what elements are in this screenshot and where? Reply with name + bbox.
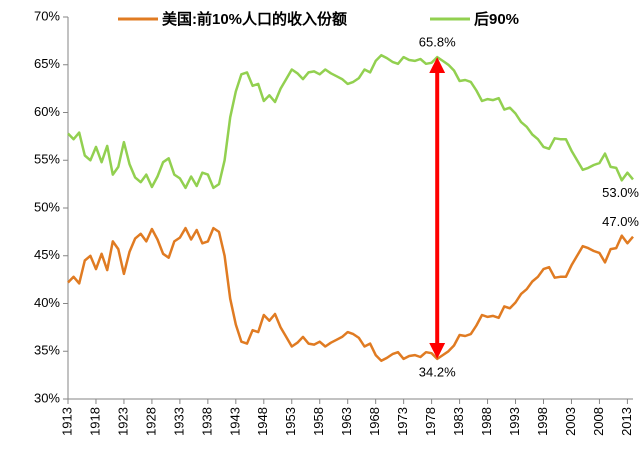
series-line <box>67 53 634 190</box>
annotation: 65.8% <box>419 35 456 50</box>
x-tick-label: 1968 <box>367 407 382 436</box>
x-tick-label: 1938 <box>199 407 214 436</box>
x-tick-label: 1958 <box>311 407 326 436</box>
y-tick-label: 65% <box>34 56 60 71</box>
x-tick-label: 1963 <box>339 407 354 436</box>
x-tick-label: 2013 <box>619 407 634 436</box>
x-tick-label: 1973 <box>395 407 410 436</box>
x-tick-label: 2003 <box>563 407 578 436</box>
y-tick-label: 40% <box>34 295 60 310</box>
x-tick-label: 1948 <box>255 407 270 436</box>
x-tick-label: 1978 <box>423 407 438 436</box>
annotation: 47.0% <box>602 214 639 229</box>
legend-label: 美国:前10%人口的收入份额 <box>162 10 347 28</box>
x-tick-label: 2008 <box>591 407 606 436</box>
y-tick-label: 50% <box>34 199 60 214</box>
x-tick-label: 1988 <box>479 407 494 436</box>
legend-label: 后90% <box>474 11 519 28</box>
x-tick-label: 1928 <box>143 407 158 436</box>
x-tick-label: 1923 <box>115 407 130 436</box>
y-tick-label: 70% <box>34 8 60 23</box>
y-tick-label: 55% <box>34 152 60 167</box>
y-tick-label: 45% <box>34 247 60 262</box>
annotation: 34.2% <box>419 364 456 379</box>
y-tick-label: 30% <box>34 390 60 405</box>
x-tick-label: 1918 <box>87 407 102 436</box>
y-tick-label: 60% <box>34 104 60 119</box>
x-tick-label: 1998 <box>535 407 550 436</box>
x-tick-label: 1913 <box>59 407 74 436</box>
x-tick-label: 1943 <box>227 407 242 436</box>
annotation: 53.0% <box>602 185 639 200</box>
x-tick-label: 1983 <box>451 407 466 436</box>
y-tick-label: 35% <box>34 343 60 358</box>
x-tick-label: 1953 <box>283 407 298 436</box>
x-tick-label: 1933 <box>171 407 186 436</box>
series-line <box>67 226 634 363</box>
x-tick-label: 1993 <box>507 407 522 436</box>
